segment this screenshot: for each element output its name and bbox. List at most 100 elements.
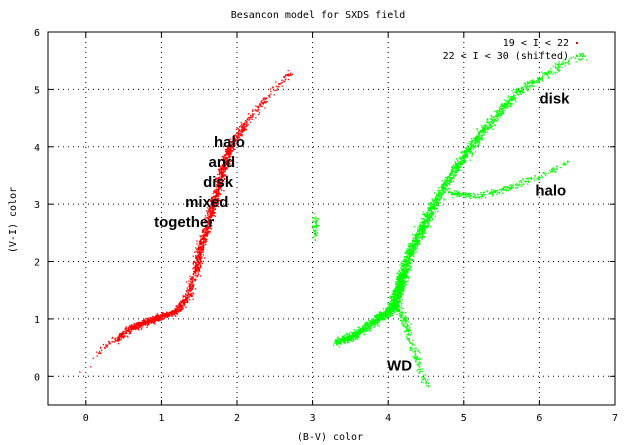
data-point-series-1 [420,225,422,228]
data-point-series-1 [403,269,405,271]
data-point-series-1 [506,107,509,109]
data-point-series-0 [115,340,117,342]
data-point-series-0 [195,267,197,270]
data-point-series-1 [388,309,391,311]
data-point-series-0 [220,168,223,170]
data-point-series-1 [428,213,431,215]
data-point-series-1 [412,254,414,256]
data-point-series-1 [516,88,518,90]
data-point-series-1 [385,313,388,316]
data-point-series-1 [471,140,474,142]
data-point-series-1 [448,187,450,190]
data-point-series-1 [503,103,506,106]
data-point-series-1 [346,336,348,338]
data-point-series-0 [227,156,229,159]
data-point-series-1 [506,104,508,106]
data-point-series-1 [435,196,437,198]
data-point-series-1 [407,264,410,266]
data-point-series-1 [384,311,386,313]
data-point-series-1 [450,179,452,182]
data-point-series-1 [363,328,365,330]
data-point-series-1 [512,103,514,105]
data-point-series-1 [387,310,389,312]
data-point-series-1 [415,248,417,250]
data-point-series-0 [246,118,248,120]
data-point-series-0 [156,319,158,321]
data-point-series-0 [123,336,125,339]
data-point-series-0 [147,317,149,319]
data-point-series-0 [264,98,266,100]
data-point-series-0 [181,307,183,309]
data-point-series-0 [257,105,259,107]
data-point-series-1 [460,160,462,162]
data-point-series-1 [482,129,484,132]
data-point-series-1 [522,87,524,89]
data-point-series-1 [442,187,444,190]
data-point-series-1 [455,171,457,173]
data-point-series-0 [225,163,227,165]
data-point-series-0 [287,74,289,76]
data-point-series-1 [497,112,499,114]
data-point-series-1 [554,66,557,69]
data-point-series-0 [210,216,213,218]
data-point-series-0 [133,326,135,328]
data-point-series-0 [202,235,204,237]
data-point-series-1 [339,340,341,342]
data-point-series-1 [386,309,388,311]
data-point-series-1 [396,298,398,301]
data-point-series-0 [191,288,194,291]
data-point-series-1 [433,202,436,204]
data-point-series-1 [403,287,405,289]
data-point-series-1 [385,315,387,318]
data-point-series-0 [192,287,194,289]
data-point-series-1 [408,261,410,263]
data-point-series-1 [408,262,410,264]
data-point-series-1 [471,140,473,142]
data-point-series-0 [185,301,187,304]
data-point-series-1 [481,126,483,129]
data-point-series-0 [123,333,125,335]
data-point-series-1 [501,104,503,107]
data-point-series-1 [405,255,407,257]
data-point-series-0 [199,250,201,252]
data-point-series-1 [451,172,453,175]
data-point-series-1 [394,307,396,309]
data-point-series-1 [572,56,575,58]
data-point-series-1 [420,227,422,229]
data-point-series-1 [506,101,509,103]
data-point-series-0 [150,320,152,322]
data-point-series-1 [386,316,388,318]
data-point-series-0 [251,116,254,118]
data-point-series-1 [435,197,437,199]
data-point-series-0 [232,150,234,152]
data-point-series-1 [541,76,543,78]
data-point-series-0 [228,156,230,158]
data-point-series-0 [189,295,191,297]
data-point-series-1 [373,326,375,329]
data-point-series-0 [201,256,203,258]
data-point-series-0 [197,245,199,247]
data-point-series-0 [133,325,135,327]
data-point-series-0 [195,266,197,268]
data-point-series-1 [557,64,559,66]
data-point-series-0 [137,324,139,326]
data-point-series-1 [529,82,532,84]
data-point-series-1 [406,256,408,258]
data-point-series-1 [401,265,403,267]
data-point-series-1 [547,77,549,79]
data-point-series-0 [174,310,176,312]
data-point-series-1 [354,334,357,336]
data-point-series-0 [238,126,241,128]
data-point-series-1 [409,242,411,245]
data-point-series-0 [207,232,210,234]
data-point-series-1 [394,307,396,310]
data-point-series-1 [402,283,404,285]
data-point-series-1 [469,151,471,153]
data-point-series-1 [509,99,511,102]
data-point-series-0 [203,240,205,242]
data-point-series-1 [505,103,508,105]
data-point-series-1 [460,162,462,164]
data-point-series-0 [208,209,211,211]
data-point-series-1 [433,203,435,206]
data-point-series-0 [232,141,234,143]
